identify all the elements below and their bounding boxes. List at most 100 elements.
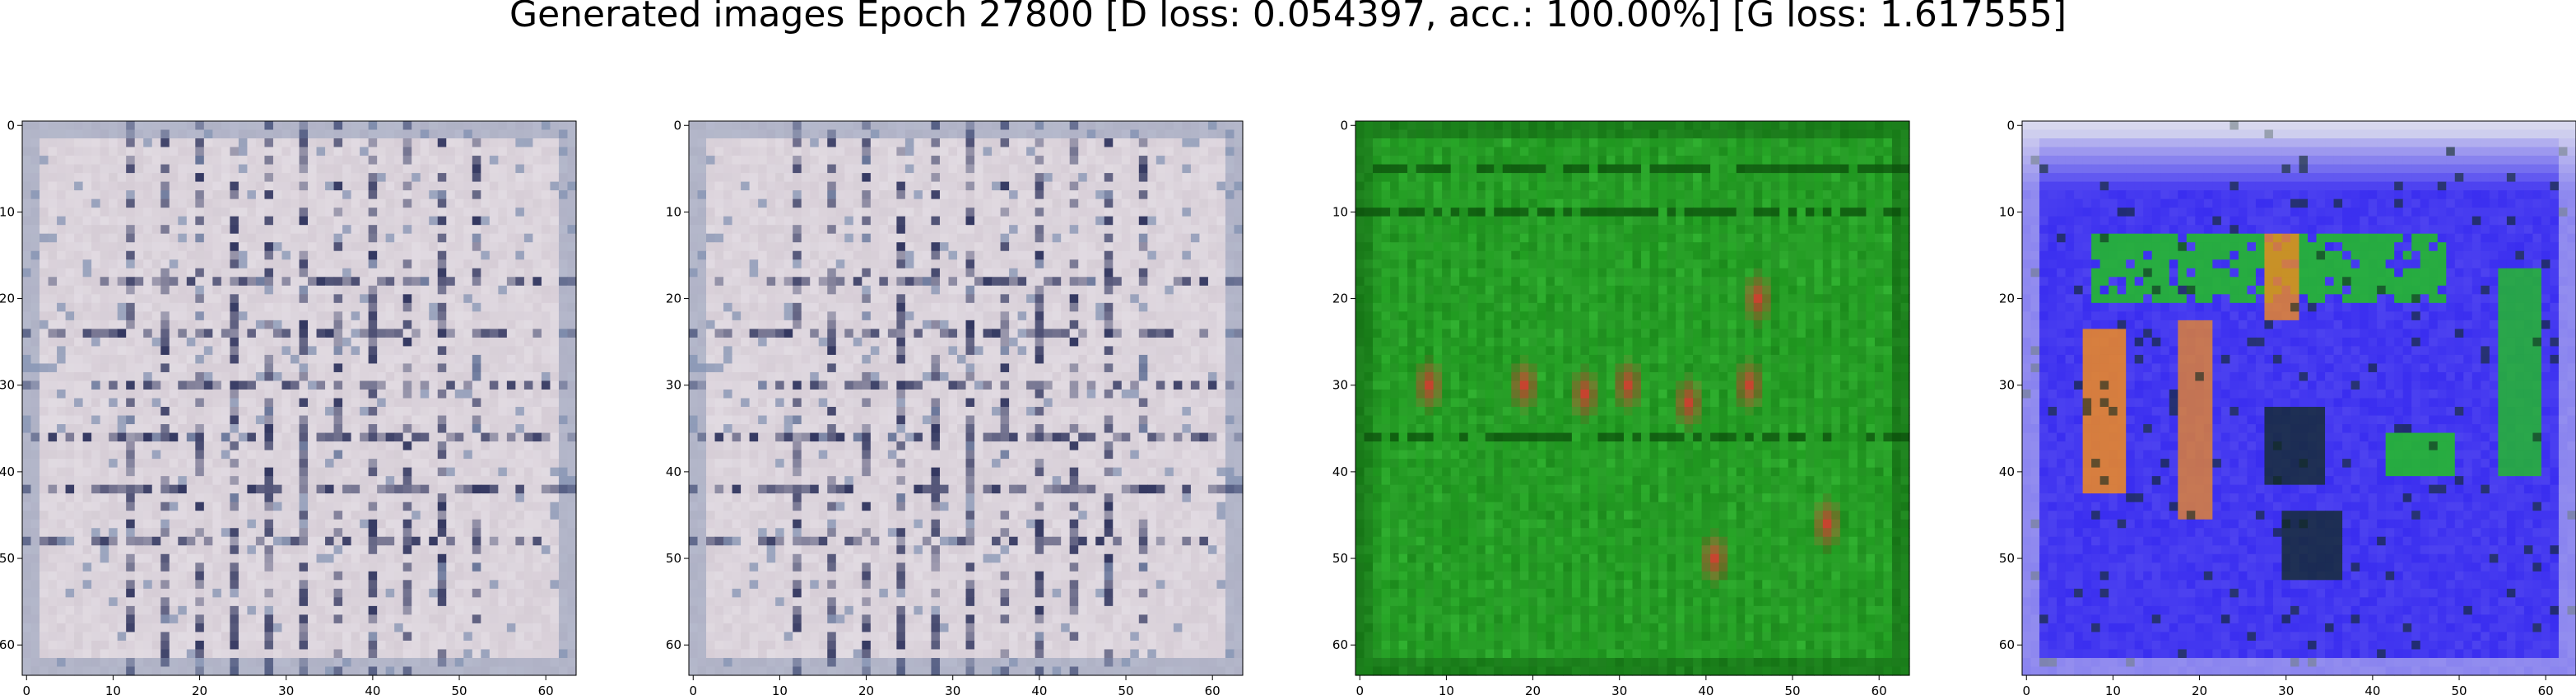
heatmap-cell bbox=[300, 268, 309, 278]
heatmap-cell bbox=[888, 225, 897, 234]
heatmap-cell bbox=[178, 311, 187, 320]
heatmap-cell bbox=[118, 234, 127, 243]
heatmap-cell bbox=[109, 580, 118, 589]
heatmap-cell bbox=[524, 329, 533, 338]
heatmap-cell bbox=[498, 380, 507, 390]
heatmap-cell bbox=[455, 242, 464, 251]
heatmap-cell bbox=[403, 580, 412, 589]
heatmap-cell bbox=[888, 130, 897, 139]
heatmap-cell bbox=[819, 173, 828, 182]
heatmap-cell bbox=[369, 407, 378, 416]
heatmap-cell bbox=[948, 217, 957, 226]
heatmap-cell bbox=[507, 502, 516, 511]
heatmap-cell bbox=[83, 225, 92, 234]
heatmap-cell bbox=[412, 545, 421, 554]
heatmap-cell bbox=[230, 580, 239, 589]
heatmap-cell bbox=[281, 572, 291, 581]
heatmap-cell bbox=[83, 147, 92, 156]
heatmap-cell bbox=[472, 173, 481, 182]
heatmap-cell bbox=[455, 173, 464, 182]
heatmap-cell bbox=[170, 130, 179, 139]
heatmap-cell bbox=[308, 641, 317, 650]
heatmap-cell bbox=[273, 242, 282, 251]
heatmap-cell bbox=[230, 217, 239, 226]
heatmap-cell bbox=[1095, 130, 1104, 139]
heatmap-cell bbox=[152, 182, 161, 191]
heatmap-cell bbox=[100, 165, 109, 174]
heatmap-cell bbox=[91, 338, 100, 347]
heatmap-cell bbox=[22, 649, 31, 658]
heatmap-cell bbox=[195, 623, 204, 632]
heatmap-cell bbox=[40, 450, 49, 460]
heatmap-cell bbox=[334, 580, 343, 589]
heatmap-cell bbox=[317, 485, 326, 494]
heatmap-cell bbox=[532, 424, 542, 433]
heatmap-cell bbox=[1009, 173, 1018, 182]
heatmap-cell bbox=[463, 433, 472, 442]
heatmap-cell bbox=[369, 242, 378, 251]
heatmap-cell bbox=[135, 363, 144, 372]
heatmap-cell bbox=[827, 165, 836, 174]
heatmap-cell bbox=[351, 147, 360, 156]
heatmap-cell bbox=[1001, 208, 1010, 217]
heatmap-cell bbox=[281, 589, 291, 598]
heatmap-cell bbox=[143, 424, 152, 433]
heatmap-cell bbox=[421, 199, 430, 208]
heatmap-cell bbox=[22, 416, 31, 425]
heatmap-cell bbox=[126, 485, 135, 494]
heatmap-cell bbox=[256, 130, 265, 139]
heatmap-cell bbox=[515, 303, 524, 312]
heatmap-cell bbox=[542, 182, 551, 191]
heatmap-cell bbox=[412, 520, 421, 529]
heatmap-cell bbox=[212, 433, 221, 442]
heatmap-cell bbox=[152, 303, 161, 312]
heatmap-cell bbox=[1208, 130, 1217, 139]
heatmap-cell bbox=[723, 199, 732, 208]
heatmap-cell bbox=[369, 346, 378, 355]
heatmap-cell bbox=[187, 572, 196, 581]
heatmap-cell bbox=[1053, 199, 1062, 208]
heatmap-cell bbox=[532, 199, 542, 208]
heatmap-cell bbox=[542, 580, 551, 589]
heatmap-cell bbox=[308, 666, 317, 675]
heatmap-cell bbox=[524, 450, 533, 460]
heatmap-cell bbox=[300, 623, 309, 632]
heatmap-cell bbox=[1174, 173, 1183, 182]
heatmap-cell bbox=[1139, 208, 1148, 217]
heatmap-cell bbox=[49, 649, 58, 658]
heatmap-cell bbox=[152, 380, 161, 390]
heatmap-cell bbox=[1018, 208, 1027, 217]
heatmap-cell bbox=[187, 329, 196, 338]
heatmap-cell bbox=[334, 277, 343, 286]
heatmap-cell bbox=[403, 320, 412, 329]
heatmap-cell bbox=[412, 459, 421, 468]
heatmap-cell bbox=[256, 303, 265, 312]
heatmap-cell bbox=[109, 606, 118, 615]
heatmap-cell bbox=[412, 277, 421, 286]
heatmap-cell bbox=[429, 363, 438, 372]
heatmap-cell bbox=[715, 208, 724, 217]
heatmap-cell bbox=[308, 380, 317, 390]
heatmap-cell bbox=[394, 459, 403, 468]
heatmap-cell bbox=[567, 433, 576, 442]
heatmap-cell bbox=[152, 320, 161, 329]
heatmap-cell bbox=[178, 433, 187, 442]
heatmap-cell bbox=[143, 182, 152, 191]
heatmap-cell bbox=[317, 666, 326, 675]
heatmap-cell bbox=[308, 303, 317, 312]
heatmap-cell bbox=[100, 632, 109, 641]
heatmap-cell bbox=[40, 545, 49, 554]
heatmap-cell bbox=[126, 416, 135, 425]
heatmap-cell bbox=[273, 320, 282, 329]
heatmap-cell bbox=[463, 338, 472, 347]
heatmap-cell bbox=[412, 589, 421, 598]
heatmap-cell bbox=[195, 363, 204, 372]
heatmap-cell bbox=[1165, 156, 1174, 165]
heatmap-cell bbox=[230, 372, 239, 381]
heatmap-cell bbox=[429, 286, 438, 295]
heatmap-cell bbox=[386, 355, 395, 364]
heatmap-cell bbox=[160, 355, 170, 364]
heatmap-cell bbox=[135, 355, 144, 364]
heatmap-cell bbox=[490, 147, 499, 156]
heatmap-cell bbox=[300, 614, 309, 623]
